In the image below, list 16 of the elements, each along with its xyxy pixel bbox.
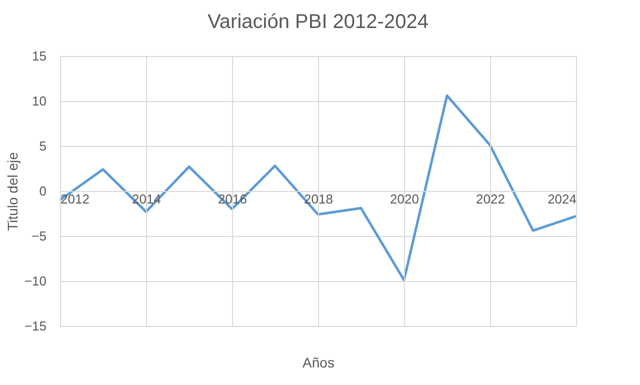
x-tick-label: 2012 (60, 192, 90, 206)
chart-title: Variación PBI 2012-2024 (208, 11, 428, 33)
y-axis-title: Titulo del eje (4, 152, 20, 231)
line-series (58, 94, 578, 282)
y-tick-label: 10 (32, 94, 46, 108)
x-tick-label: 2020 (390, 192, 419, 206)
y-tick-label: −10 (24, 274, 46, 288)
y-tick-label: −5 (32, 228, 46, 244)
y-tick-label: 5 (39, 138, 46, 154)
x-axis-title: Años (302, 354, 334, 370)
x-tick-label: 2024 (548, 192, 576, 206)
y-tick-label: −15 (24, 318, 46, 334)
y-tick-label: 0 (39, 184, 46, 198)
x-tick-label: 2022 (476, 192, 505, 206)
y-tick-label: 15 (32, 48, 46, 64)
x-tick-label: 2018 (304, 192, 333, 206)
